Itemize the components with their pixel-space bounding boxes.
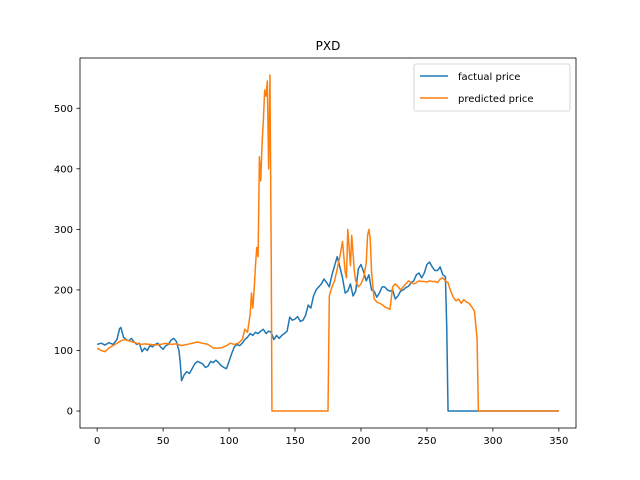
x-tick-label: 0	[94, 436, 100, 447]
y-tick-label: 300	[54, 225, 73, 236]
plot-area	[79, 57, 577, 429]
series-line-factual-price	[96, 255, 559, 412]
legend-label-predicted-price: predicted price	[458, 94, 534, 105]
x-tick-label: 300	[483, 436, 502, 447]
x-tick-label: 250	[417, 436, 436, 447]
x-tick-label: 150	[285, 436, 304, 447]
x-tick-label: 200	[351, 436, 370, 447]
x-tick-label: 50	[157, 436, 170, 447]
y-tick-label: 0	[67, 407, 73, 418]
y-tick-label: 100	[54, 346, 73, 357]
y-axis: 0 100 200 300 400 500	[54, 104, 80, 418]
chart-title: PXD	[316, 39, 341, 53]
x-tick-label: 350	[549, 436, 568, 447]
y-tick-label: 400	[54, 164, 73, 175]
legend-label-factual-price: factual price	[458, 72, 520, 83]
y-tick-label: 500	[54, 104, 73, 115]
axes-frame	[79, 57, 577, 429]
legend: factual price predicted price	[413, 63, 571, 112]
legend-box	[413, 63, 571, 112]
y-tick-label: 200	[54, 285, 73, 296]
series-line-predicted-price	[96, 74, 559, 412]
x-axis: 0 50 100 150 200 250 300 350	[94, 428, 568, 447]
series-layer	[96, 74, 559, 412]
x-tick-label: 100	[220, 436, 239, 447]
